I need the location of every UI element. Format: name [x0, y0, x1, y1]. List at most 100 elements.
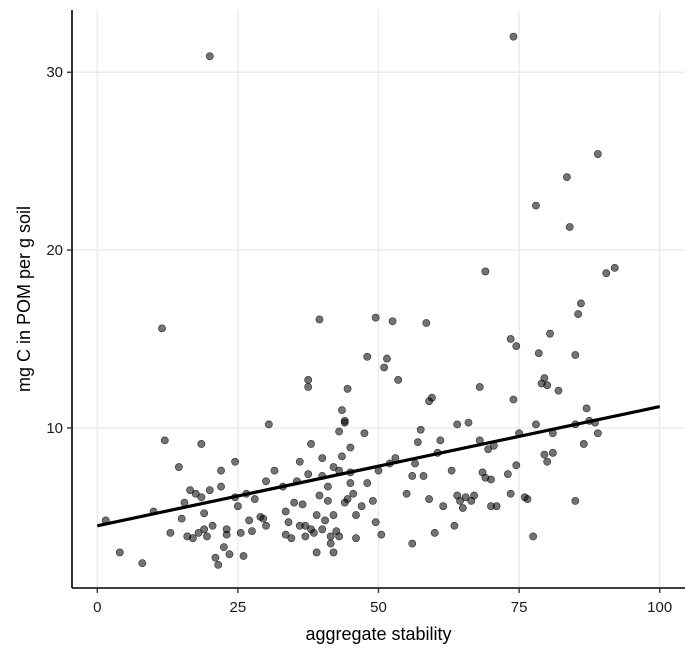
data-point: [593, 150, 602, 158]
data-point: [301, 532, 310, 541]
data-point: [515, 429, 523, 438]
data-point: [346, 443, 355, 452]
data-point: [338, 406, 346, 415]
data-point: [287, 534, 296, 543]
x-tick-label: 50: [370, 599, 387, 616]
data-point: [186, 486, 195, 495]
data-point: [506, 335, 515, 343]
data-point: [239, 552, 248, 560]
data-point: [430, 528, 439, 537]
data-point: [529, 532, 538, 541]
data-point: [281, 530, 290, 539]
data-point: [318, 454, 327, 463]
data-point: [481, 267, 490, 276]
data-point: [352, 511, 360, 519]
x-tick-label: 75: [511, 599, 528, 616]
y-tick-label: 20: [46, 242, 63, 259]
data-point: [326, 539, 335, 548]
data-point: [408, 539, 417, 548]
data-point: [262, 521, 270, 530]
data-point: [371, 313, 380, 322]
data-point: [475, 383, 484, 391]
data-point: [543, 381, 552, 390]
x-tick-label: 100: [647, 599, 672, 616]
data-point: [380, 363, 389, 372]
data-point: [166, 528, 175, 537]
y-axis-title: mg C in POM per g soil: [14, 206, 34, 392]
data-point: [374, 466, 383, 475]
data-point: [189, 534, 197, 543]
data-point: [203, 532, 211, 541]
data-point: [458, 504, 467, 512]
data-point: [318, 472, 327, 480]
data-point: [290, 498, 299, 507]
data-point: [428, 393, 436, 402]
trend-line-group: [96, 405, 661, 528]
data-point: [532, 420, 540, 429]
data-point: [101, 516, 110, 525]
data-point: [391, 454, 400, 463]
x-tick-label: 25: [230, 599, 247, 616]
data-point: [205, 52, 214, 61]
data-point: [548, 429, 557, 438]
data-point: [394, 376, 403, 384]
data-point: [422, 319, 431, 327]
data-point: [281, 507, 290, 516]
data-point: [453, 420, 462, 429]
axes: [67, 10, 685, 593]
data-point: [284, 518, 293, 527]
data-point: [329, 463, 338, 471]
data-point: [602, 269, 611, 278]
data-point: [245, 516, 254, 525]
data-point: [270, 466, 279, 475]
data-point: [546, 329, 554, 338]
data-point: [402, 489, 411, 498]
data-point: [211, 553, 220, 562]
data-point: [377, 530, 386, 539]
data-point: [307, 440, 315, 448]
data-point: [534, 349, 543, 358]
data-point: [298, 500, 307, 509]
data-point: [304, 383, 313, 391]
data-point: [503, 470, 512, 479]
data-point: [574, 310, 583, 319]
data-point: [315, 315, 324, 324]
data-point: [326, 532, 335, 541]
data-point: [149, 507, 158, 516]
data-point: [593, 429, 602, 438]
data-point: [293, 477, 301, 486]
data-point: [579, 440, 588, 448]
data-point: [450, 521, 459, 530]
data-point: [194, 528, 203, 537]
data-point: [509, 32, 518, 41]
data-point: [160, 436, 169, 445]
data-point: [304, 376, 313, 384]
data-point: [318, 525, 327, 534]
data-point: [363, 352, 372, 361]
data-point: [217, 466, 225, 475]
grid-lines: [72, 10, 685, 588]
data-point: [262, 477, 270, 486]
data-point: [416, 425, 425, 434]
data-point: [177, 514, 186, 523]
data-point: [234, 502, 242, 511]
data-point: [242, 489, 251, 498]
data-point: [197, 493, 206, 502]
data-point: [225, 550, 234, 559]
data-point: [610, 263, 619, 272]
y-tick-label: 30: [46, 64, 63, 81]
data-point: [571, 496, 580, 505]
data-point: [231, 457, 239, 466]
y-tick-label: 10: [46, 420, 63, 437]
data-point: [548, 448, 557, 457]
data-point: [219, 543, 228, 551]
data-point: [470, 491, 479, 500]
data-point: [323, 482, 332, 491]
data-point: [540, 374, 549, 383]
data-point: [259, 514, 268, 523]
data-point: [385, 459, 394, 468]
data-point: [577, 299, 585, 308]
data-point: [368, 496, 377, 505]
data-point: [540, 450, 549, 459]
